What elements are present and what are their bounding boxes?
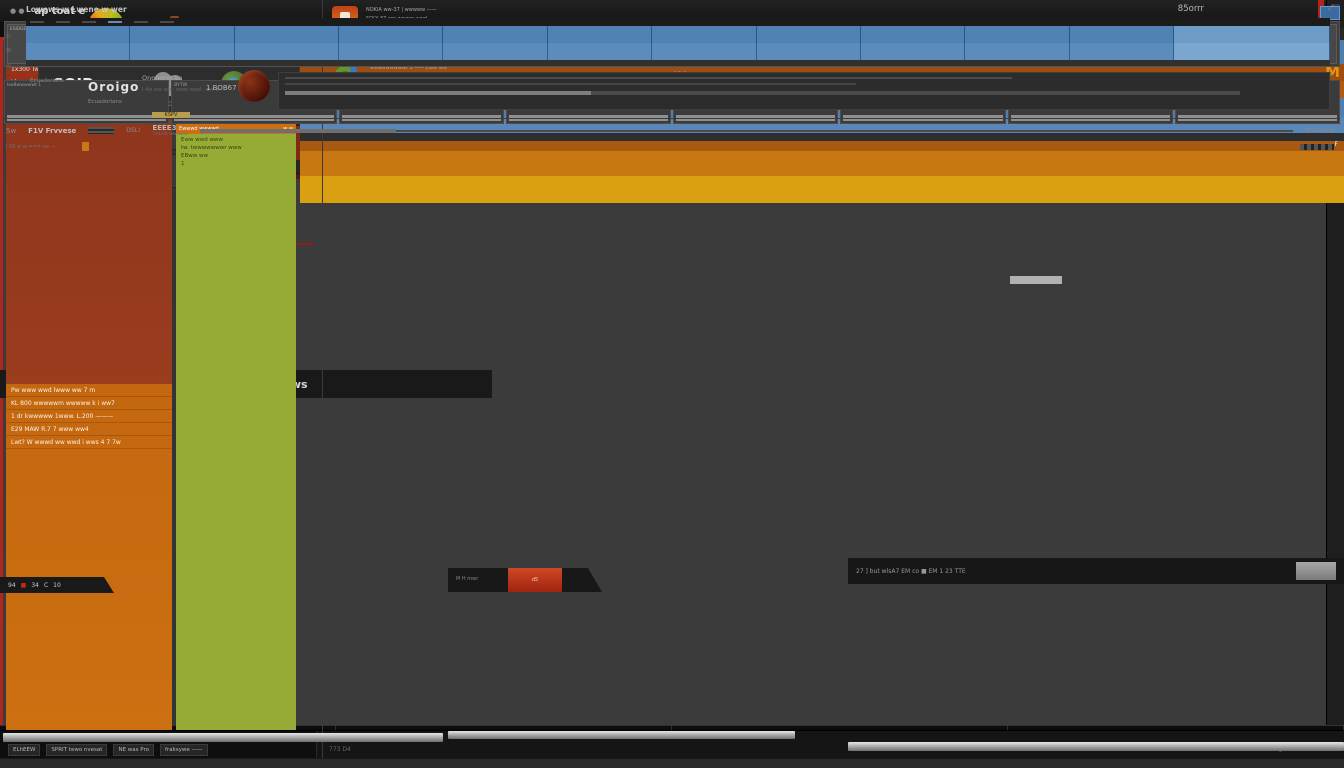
- blue-table: [26, 18, 1330, 66]
- footer-text: 773 D4: [329, 746, 351, 753]
- table-row[interactable]: 1 dr kwwwww 1www. L.200 ———: [6, 410, 172, 423]
- timeline-stripe[interactable]: [300, 151, 1344, 176]
- footer-badge[interactable]: NE was Pro: [113, 743, 154, 756]
- window-bezel: [3, 733, 443, 742]
- tab-item[interactable]: 34: [31, 581, 39, 589]
- table-header-strip: [26, 18, 1330, 26]
- list-item[interactable]: EBww ww: [181, 153, 208, 159]
- big-value-sub: Ecuadorians: [88, 99, 122, 105]
- tab-text: M H mwr: [456, 576, 479, 582]
- progress-track[interactable]: [285, 91, 1240, 95]
- table-row[interactable]: Pw www wwd lwww ww 7 m: [6, 384, 172, 397]
- table-row[interactable]: [26, 43, 1330, 60]
- blue-panel-icon: [1320, 6, 1340, 20]
- tab-item[interactable]: C: [43, 581, 49, 589]
- table-row[interactable]: Lwt? W wwwd ww wwd i wws 4 7 7w: [6, 436, 172, 449]
- mini-bars-icon: [88, 127, 115, 134]
- window-bezel: [848, 742, 1344, 751]
- table-row[interactable]: E29 MAW R.7 7 www ww4: [6, 423, 172, 436]
- left-rail-icons[interactable]: ⊡ ⊠ ≡: [6, 33, 12, 69]
- footer2-text: I 03 w w === sw —: [6, 143, 56, 150]
- footer-strip: [0, 758, 1344, 768]
- timeline-stripe[interactable]: [300, 133, 1344, 141]
- footer-right-value: THG3/6w1g: [1304, 127, 1334, 134]
- red-tab[interactable]: d5: [508, 568, 562, 592]
- footer-badge[interactable]: ELhEEW: [8, 743, 41, 756]
- center-title: Ononoret an: [142, 74, 183, 82]
- toolbar-text[interactable]: 27 ] but wlsA7 EM co ■ EM 1 23 TTE: [856, 567, 966, 575]
- table-row[interactable]: KL 800 wwwwwm wwwww k i ww7: [6, 397, 172, 410]
- big-value-block: Oroigo Ecuadorians: [88, 80, 139, 105]
- window-i-toolbar: 27 ] but wlsA7 EM co ■ EM 1 23 TTE: [848, 558, 1344, 584]
- window-controls[interactable]: ● ●: [10, 7, 25, 15]
- footer-row-2: I 03 w w === sw —: [6, 142, 1334, 151]
- tab-item[interactable]: ■: [20, 581, 27, 589]
- footer-left-zone: ELhEEW SPRIT tewo nvesat NE was Pro fraksyw…: [0, 731, 316, 768]
- long-progress-track[interactable]: [199, 128, 1293, 133]
- vertical-divider: [322, 0, 323, 768]
- window-bezel: [448, 731, 795, 739]
- url-text[interactable]: ap toat e: [34, 5, 86, 17]
- tab-item[interactable]: 94: [8, 581, 16, 589]
- timeline-stripe[interactable]: [300, 176, 1344, 203]
- window-g-tab-strip[interactable]: 94 ■ 34 C 10: [0, 577, 114, 593]
- highlight-tag: KSPV: [152, 112, 190, 118]
- footer-badge[interactable]: fraksywe ——: [160, 743, 208, 756]
- footer-glyph: Sw: [6, 126, 17, 135]
- table-row[interactable]: [26, 26, 1330, 43]
- progress-panel: [278, 72, 1330, 110]
- list-item[interactable]: 1: [181, 161, 185, 167]
- center-block: Ononoret an I 4w ww wb · www wwd · ww w: [142, 74, 232, 95]
- metric-value: 1 BOB67: [206, 84, 237, 92]
- tab-item[interactable]: 10: [53, 581, 61, 589]
- toolbar-light-block: [1296, 562, 1336, 580]
- red-globe-icon: [238, 70, 270, 102]
- window-f-mini-tab[interactable]: [1010, 276, 1062, 284]
- footer-bars-icon: [1300, 143, 1334, 150]
- timeline-stripe[interactable]: F: [300, 141, 1344, 151]
- list-item[interactable]: tw. twwwwwwwr www: [181, 145, 242, 151]
- footer-badge[interactable]: SPRIT tewo nvesat: [46, 743, 108, 756]
- footer-item: DSL!: [126, 127, 141, 134]
- red-dash-icon: [10, 73, 36, 76]
- progress-thumb: [285, 91, 591, 95]
- green-body: Eww wwd www tw. twwwwwwwr www EBww ww 1: [176, 134, 296, 731]
- orange-zone: Pw www wwd lwww ww 7 m KL 800 wwwwwm wwww…: [6, 384, 172, 731]
- expand-icon[interactable]: ⤢: [1328, 4, 1334, 12]
- footer-item-sub: CALGR wwwww: [152, 132, 188, 137]
- panel-title: Lowows w Lwene w wer: [26, 5, 127, 14]
- mid-label: Ecuadorians: [30, 78, 64, 84]
- divider: [4, 118, 1340, 119]
- window-h-tab-strip[interactable]: M H mwr d5: [448, 568, 602, 592]
- center-lines: I 4w ww wb · www wwd · ww w: [142, 87, 220, 93]
- footer-name[interactable]: F1V Frvvese: [28, 126, 77, 135]
- footer-row-1: Sw F1V Frvvese DSL! EEEE3 CALGR wwwww TH…: [6, 124, 1334, 137]
- mid-label-bars: [30, 88, 86, 100]
- table-footer-strip: [26, 60, 1330, 66]
- footer-item-title: EEEE3: [152, 124, 177, 132]
- big-value: Oroigo: [88, 80, 140, 94]
- orange-chip-icon: [81, 142, 89, 151]
- header-right-text: 85orrr: [1177, 4, 1204, 14]
- list-item[interactable]: Eww wwd www: [181, 137, 223, 143]
